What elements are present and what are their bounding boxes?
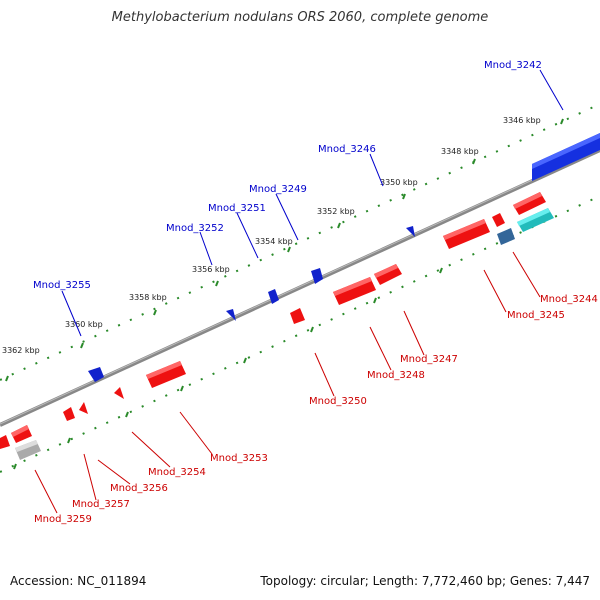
reverse-gene-mnod-3245[interactable] [497, 228, 515, 245]
gene-label-mnod-3251[interactable]: Mnod_3251 [208, 203, 266, 214]
gene-label-mnod-3254[interactable]: Mnod_3254 [148, 467, 206, 478]
reverse-gene-mnod-3257[interactable] [63, 407, 75, 421]
gene-label-mnod-3250[interactable]: Mnod_3250 [309, 396, 367, 407]
gene-label-mnod-3242[interactable]: Mnod_3242 [484, 60, 542, 71]
kbp-label: 3360 kbp [65, 320, 103, 329]
forward-leader-lines [61, 69, 564, 337]
genome-summary-text: Topology: circular; Length: 7,772,460 bp… [260, 574, 590, 588]
reverse-gene-mnod-3248[interactable] [374, 264, 402, 285]
reverse-gene-block-b[interactable] [492, 213, 505, 227]
kbp-label: 3346 kbp [503, 116, 541, 125]
kbp-label: 3354 kbp [255, 237, 293, 246]
forward-gene-mnod-3242[interactable] [532, 133, 600, 181]
reverse-gene-mnod-3258[interactable] [11, 425, 32, 443]
reverse-gene-mnod-3247[interactable] [443, 219, 490, 249]
kbp-label: 3350 kbp [380, 178, 418, 187]
reverse-gene-mnod-3256[interactable] [79, 402, 88, 414]
gene-label-mnod-3245[interactable]: Mnod_3245 [507, 310, 565, 321]
forward-gene-mnod-3249[interactable] [311, 268, 323, 284]
gene-label-mnod-3244[interactable]: Mnod_3244 [540, 294, 598, 305]
genome-title: Methylobacterium nodulans ORS 2060, comp… [111, 10, 489, 25]
forward-gene-mnod-3252[interactable] [226, 309, 236, 321]
forward-gene-mnod-3246[interactable] [406, 226, 415, 237]
kbp-label: 3358 kbp [129, 293, 167, 302]
upper-ruler [0, 103, 600, 381]
gene-label-mnod-3255[interactable]: Mnod_3255 [33, 280, 91, 291]
kbp-label: 3348 kbp [441, 147, 479, 156]
gene-label-mnod-3256[interactable]: Mnod_3256 [110, 483, 168, 494]
reverse-gene-block-a[interactable] [513, 192, 546, 215]
forward-gene-mnod-3255[interactable] [88, 367, 104, 382]
reverse-gene-mnod-3254[interactable] [114, 387, 124, 399]
gene-label-mnod-3259[interactable]: Mnod_3259 [34, 514, 92, 525]
reverse-gene-mnod-3248b[interactable] [333, 277, 376, 305]
reverse-gene-mnod-3260[interactable] [0, 435, 10, 449]
gene-label-mnod-3252[interactable]: Mnod_3252 [166, 223, 224, 234]
reverse-gene-mnod-3259[interactable] [15, 440, 41, 460]
gene-label-mnod-3249[interactable]: Mnod_3249 [249, 184, 307, 195]
reverse-gene-mnod-3244[interactable] [517, 208, 554, 232]
accession-text: Accession: NC_011894 [10, 574, 147, 588]
reverse-gene-mnod-3250[interactable] [290, 308, 305, 324]
kbp-label: 3352 kbp [317, 207, 355, 216]
upper-major-ticks [5, 118, 564, 382]
reverse-leader-lines [34, 251, 541, 514]
kbp-label: 3362 kbp [2, 346, 40, 355]
kbp-label: 3356 kbp [192, 265, 230, 274]
gene-label-mnod-3247[interactable]: Mnod_3247 [400, 354, 458, 365]
gene-label-mnod-3257[interactable]: Mnod_3257 [72, 499, 130, 510]
gene-label-mnod-3246[interactable]: Mnod_3246 [318, 144, 376, 155]
forward-gene-mnod-3251[interactable] [268, 289, 279, 304]
gene-label-mnod-3253[interactable]: Mnod_3253 [210, 453, 268, 464]
gene-label-mnod-3248[interactable]: Mnod_3248 [367, 370, 425, 381]
reverse-gene-mnod-3253[interactable] [146, 361, 186, 388]
